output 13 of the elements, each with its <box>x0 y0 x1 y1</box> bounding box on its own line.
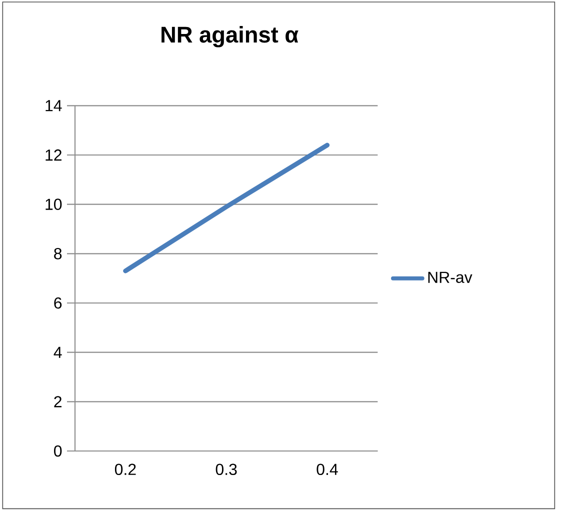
chart-title: NR against α <box>162 26 298 48</box>
y-tick-label: 12 <box>46 149 62 161</box>
x-tick-label: 0.2 <box>114 464 136 476</box>
x-tick-label: 0.3 <box>216 464 237 476</box>
y-tick-label: 10 <box>46 198 62 210</box>
y-tick-label: 0 <box>54 445 62 457</box>
y-tick-label: 6 <box>54 297 62 309</box>
y-tick-label: 14 <box>46 100 62 112</box>
x-tick-label: 0.4 <box>316 464 338 476</box>
y-tick-label: 4 <box>54 346 62 358</box>
y-tick-label: 8 <box>54 248 62 260</box>
legend-label: NR-av <box>428 272 472 283</box>
y-tick-label: 2 <box>54 396 62 408</box>
